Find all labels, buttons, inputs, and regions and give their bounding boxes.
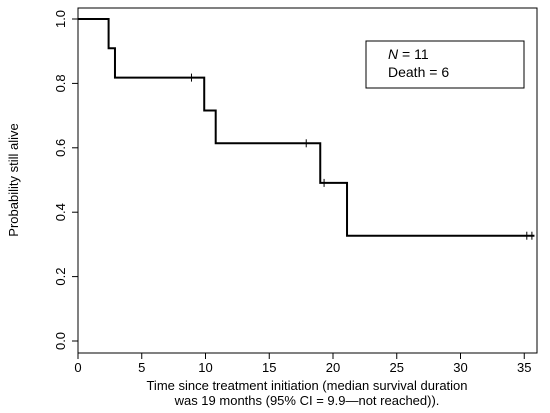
x-tick-label: 35 xyxy=(517,360,531,375)
y-tick-label: 1.0 xyxy=(53,10,68,28)
annotation-n: N = 11 xyxy=(388,46,429,62)
y-tick-label: 0.8 xyxy=(53,74,68,92)
x-tick-label: 15 xyxy=(262,360,276,375)
y-axis-label: Probability still alive xyxy=(6,123,21,236)
survival-curve xyxy=(78,18,535,237)
y-tick-label: 0.0 xyxy=(53,332,68,350)
x-tick-label: 30 xyxy=(453,360,467,375)
annotation-box: N = 11 Death = 6 xyxy=(365,40,525,89)
x-axis-label-line2: was 19 months (95% CI = 9.9—not reached)… xyxy=(174,393,440,408)
annotation-deaths: Death = 6 xyxy=(388,64,449,80)
y-axis: 0.0 0.2 0.4 0.6 0.8 1.0 xyxy=(53,10,78,350)
y-tick-label: 0.2 xyxy=(53,268,68,286)
censor-marks xyxy=(190,73,533,240)
annotation-n-value: = 11 xyxy=(398,46,429,62)
x-axis-label-line1: Time since treatment initiation (median … xyxy=(146,378,467,393)
survival-series xyxy=(78,18,535,237)
annotation-n-symbol: N xyxy=(388,46,399,62)
x-tick-label: 0 xyxy=(74,360,81,375)
y-tick-label: 0.6 xyxy=(53,139,68,157)
y-tick-label: 0.4 xyxy=(53,203,68,221)
annotation-box-frame xyxy=(365,40,525,89)
x-tick-label: 20 xyxy=(326,360,340,375)
x-tick-label: 5 xyxy=(138,360,145,375)
x-axis: 0 5 10 15 20 25 30 35 xyxy=(74,353,531,375)
x-tick-label: 25 xyxy=(390,360,404,375)
x-tick-label: 10 xyxy=(198,360,212,375)
plot-frame xyxy=(77,7,538,354)
